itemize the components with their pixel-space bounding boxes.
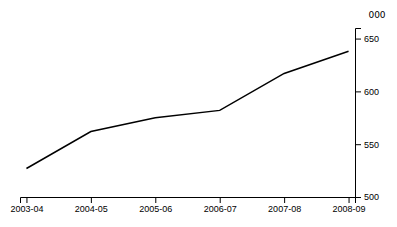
- y-tick-mark: [355, 144, 361, 145]
- x-tick: 2007-08: [268, 197, 301, 214]
- x-tick-label: 2003-04: [10, 204, 43, 214]
- x-tick-label: 2007-08: [268, 204, 301, 214]
- x-tick: 2006-07: [204, 197, 237, 214]
- x-tick: 2004-05: [75, 197, 108, 214]
- x-tick-mark: [26, 197, 27, 203]
- x-tick-mark: [220, 197, 221, 203]
- x-tick-label: 2008-09: [333, 204, 366, 214]
- y-axis-label: 000: [368, 10, 385, 20]
- marks: [26, 51, 348, 168]
- y-tick-mark: [355, 91, 361, 92]
- x-tick-label: 2005-06: [139, 204, 172, 214]
- y-tick-mark: [355, 39, 361, 40]
- y-tick: 550: [355, 140, 379, 150]
- y-tick-label: 500: [364, 192, 379, 202]
- plot: 2003-04 2004-05 2005-06 2006-07 2007-08 2008-…: [10, 29, 379, 215]
- x-tick-mark: [91, 197, 92, 203]
- x-tick-label: 2006-07: [204, 204, 237, 214]
- y-tick-label: 550: [364, 140, 379, 150]
- y-tick: 600: [355, 87, 379, 97]
- x-tick-mark: [284, 197, 285, 203]
- y-tick: 500: [355, 192, 379, 202]
- x-tick: 2003-04: [10, 197, 43, 214]
- y-tick: 650: [355, 34, 379, 44]
- x-tick-label: 2004-05: [75, 204, 108, 214]
- y-tick-label: 600: [364, 87, 379, 97]
- y-axis: 500 550 600 650: [355, 29, 379, 203]
- y-tick-label: 650: [364, 34, 379, 44]
- x-axis-line: [21, 198, 356, 204]
- x-tick-mark: [155, 197, 156, 203]
- x-tick: 2008-09: [333, 197, 366, 214]
- y-axis-line: [356, 29, 362, 198]
- chart: 2003-04 2004-05 2005-06 2006-07 2007-08 2008-…: [0, 0, 397, 227]
- x-axis: 2003-04 2004-05 2005-06 2006-07 2007-08 2008-…: [10, 197, 365, 214]
- line: [26, 51, 348, 168]
- x-tick: 2005-06: [139, 197, 172, 214]
- x-tick-mark: [349, 197, 350, 203]
- y-tick-mark: [355, 197, 361, 198]
